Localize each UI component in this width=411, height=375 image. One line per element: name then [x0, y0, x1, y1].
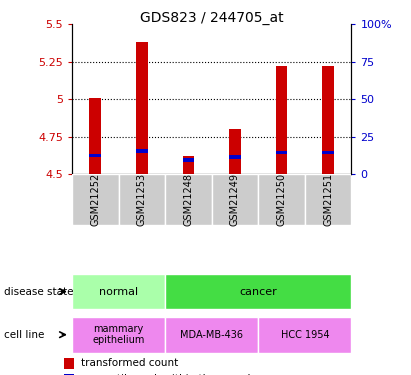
Bar: [229, 129, 241, 174]
Bar: [322, 151, 334, 154]
Bar: [72, 174, 118, 225]
Bar: [136, 42, 148, 174]
Text: normal: normal: [99, 286, 138, 297]
Text: disease state: disease state: [4, 286, 74, 297]
Bar: [258, 317, 351, 352]
Bar: [89, 154, 101, 157]
Text: GDS823 / 244705_at: GDS823 / 244705_at: [140, 11, 284, 25]
Bar: [118, 174, 165, 225]
Bar: [276, 151, 287, 154]
Text: mammary
epithelium: mammary epithelium: [92, 324, 145, 345]
Bar: [165, 274, 351, 309]
Bar: [182, 159, 194, 162]
Text: cell line: cell line: [4, 330, 44, 340]
Bar: [136, 150, 148, 153]
Bar: [89, 98, 101, 174]
Text: transformed count: transformed count: [81, 358, 179, 368]
Bar: [258, 174, 305, 225]
Text: GSM21252: GSM21252: [90, 173, 100, 226]
Bar: [276, 66, 287, 174]
Text: GSM21248: GSM21248: [183, 173, 193, 226]
Bar: [165, 317, 258, 352]
Bar: [165, 174, 212, 225]
Text: percentile rank within the sample: percentile rank within the sample: [81, 374, 257, 375]
Bar: [305, 174, 351, 225]
Text: MDA-MB-436: MDA-MB-436: [180, 330, 243, 340]
Text: cancer: cancer: [239, 286, 277, 297]
Bar: [64, 358, 74, 369]
Bar: [229, 156, 241, 159]
Bar: [182, 156, 194, 174]
Text: GSM21253: GSM21253: [137, 173, 147, 226]
Bar: [212, 174, 258, 225]
Text: GSM21249: GSM21249: [230, 173, 240, 226]
Text: GSM21250: GSM21250: [277, 173, 286, 226]
Text: HCC 1954: HCC 1954: [281, 330, 329, 340]
Bar: [64, 374, 74, 375]
Text: GSM21251: GSM21251: [323, 173, 333, 226]
Bar: [72, 274, 165, 309]
Bar: [322, 66, 334, 174]
Bar: [72, 317, 165, 352]
